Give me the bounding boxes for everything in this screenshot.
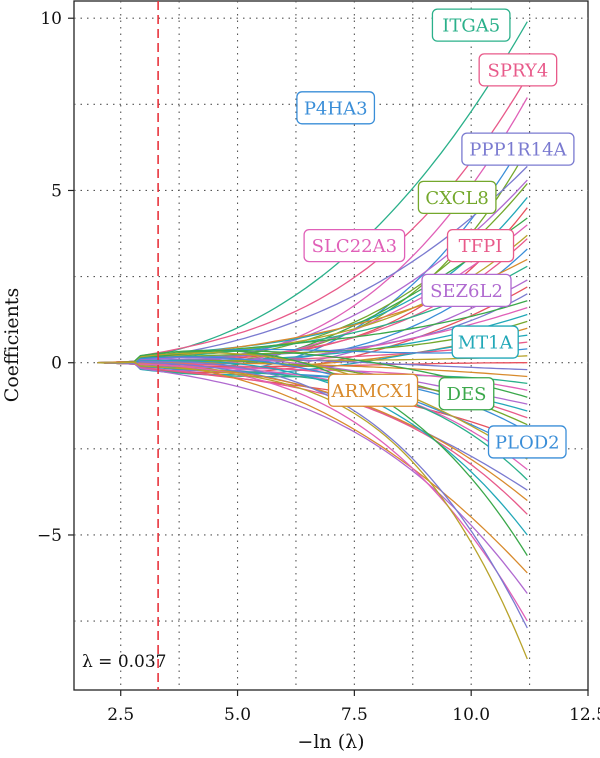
- coefficient-path: [97, 360, 528, 536]
- gene-label-plod2: PLOD2: [487, 425, 567, 459]
- coefficient-path: [97, 352, 528, 460]
- gene-label-box: [446, 228, 515, 263]
- gene-label-itga5: ITGA5: [431, 8, 511, 42]
- gene-label-text: DES: [447, 384, 487, 405]
- gene-label-cxcl8: CXCL8: [417, 180, 497, 215]
- y-axis-title: Coefficients: [1, 288, 23, 402]
- y-tick-label: 5: [51, 181, 62, 201]
- x-tick-label: 2.5: [107, 705, 134, 725]
- y-tick-label: 10: [40, 9, 62, 29]
- gene-label-text: SPRY4: [488, 60, 549, 81]
- lambda-reference: λ = 0.037: [82, 1, 167, 690]
- x-tick-label: 10.0: [452, 705, 490, 725]
- gene-label-box: [438, 377, 495, 411]
- gene-label-box: [327, 373, 419, 407]
- gene-label-box: [451, 325, 519, 359]
- gene-label-text: ARMCX1: [331, 381, 415, 402]
- gene-label-text: TFPI: [459, 236, 503, 257]
- gene-label-box: [421, 273, 512, 308]
- gene-label-tfpi: TFPI: [446, 228, 515, 263]
- gene-label-text: ITGA5: [442, 16, 500, 37]
- gene-label-box: [431, 8, 511, 42]
- gene-label-p4ha3: P4HA3: [296, 91, 376, 125]
- gene-label-text: P4HA3: [304, 98, 368, 119]
- coefficient-path: [97, 361, 528, 660]
- gene-label-box: [487, 425, 567, 459]
- lambda-annotation: λ = 0.037: [82, 652, 167, 672]
- gene-label-text: PPP1R14A: [469, 140, 567, 161]
- gene-label-box: [478, 53, 558, 87]
- coefficient-path: [97, 362, 528, 515]
- gene-label-box: [461, 132, 575, 166]
- x-axis-title: −ln (λ): [297, 731, 364, 753]
- coefficient-path: [97, 362, 528, 622]
- coefficient-path: [97, 360, 528, 629]
- gene-label-armcx1: ARMCX1: [327, 373, 419, 407]
- gene-label-text: MT1A: [458, 333, 514, 354]
- gene-label-slc22a3: SLC22A3: [303, 228, 406, 263]
- gene-label-box: [296, 91, 376, 125]
- gene-label-box: [417, 180, 497, 215]
- plot-frame: [73, 0, 589, 691]
- x-tick-label: 5.0: [224, 705, 251, 725]
- gene-label-box: [303, 228, 406, 263]
- y-tick-label: 0: [51, 354, 62, 374]
- gene-label-des: DES: [438, 377, 495, 411]
- y-tick-label: −5: [37, 526, 62, 546]
- gene-label-text: SEZ6L2: [430, 281, 503, 302]
- gene-labels: ITGA5 SPRY4 P4HA3 PPP1R14A CXCL8 SLC22A3 TFPI S…: [296, 8, 575, 459]
- axis-ticks: 2.5 5.0 7.5 10.0 12.5 −5 0 5 10: [37, 9, 600, 725]
- coefficient-path: [97, 349, 528, 556]
- gene-label-ppp1r14a: PPP1R14A: [461, 132, 575, 166]
- x-tick-label: 7.5: [341, 705, 368, 725]
- gene-label-mt1a: MT1A: [451, 325, 519, 359]
- gene-label-text: PLOD2: [495, 432, 560, 453]
- gene-label-text: CXCL8: [425, 188, 488, 209]
- gene-label-sez6l2: SEZ6L2: [421, 273, 512, 308]
- gene-label-text: SLC22A3: [312, 236, 397, 257]
- coefficient-path: [97, 300, 528, 365]
- coefficient-path: [97, 358, 528, 371]
- x-tick-label: 12.5: [569, 705, 600, 725]
- gene-label-spry4: SPRY4: [478, 53, 558, 87]
